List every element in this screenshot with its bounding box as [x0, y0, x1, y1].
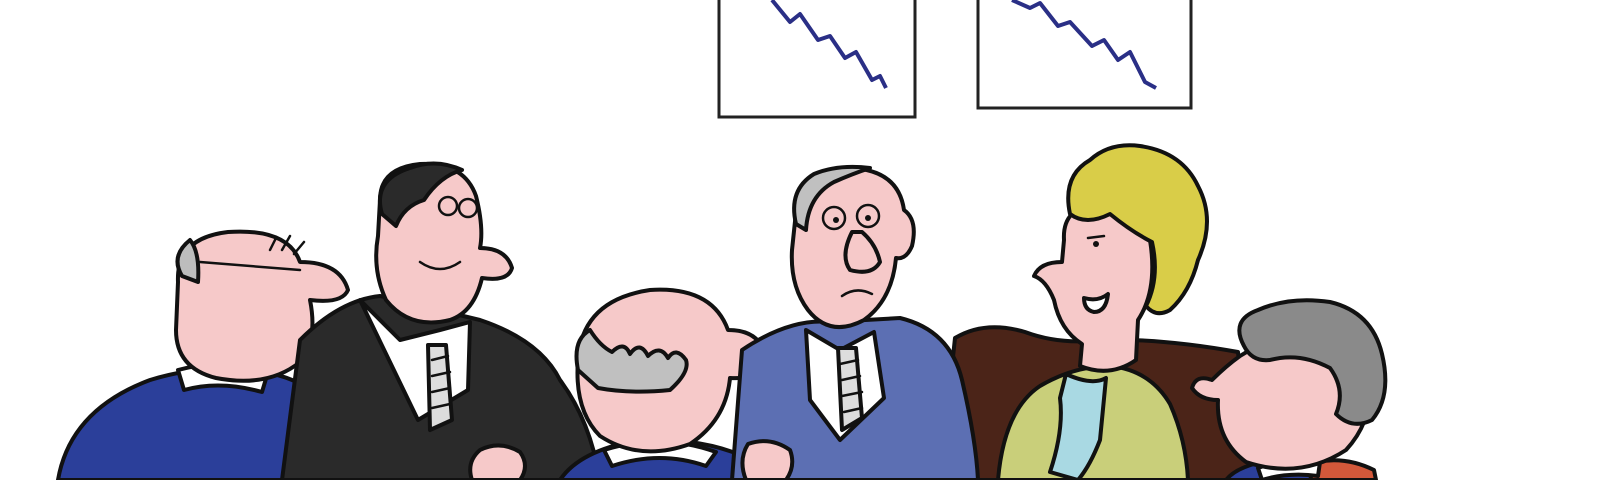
declining-chart-icon: [1011, 0, 1157, 90]
person-blonde-woman: [996, 143, 1209, 480]
person-gray-hair-right: [1190, 298, 1388, 480]
person-worried-center: [730, 164, 980, 480]
wall-chart-right: [976, 0, 1193, 110]
declining-chart-icon: [770, 0, 888, 89]
person-dark-suit: [280, 161, 602, 480]
wall-chart-left: [717, 0, 917, 119]
